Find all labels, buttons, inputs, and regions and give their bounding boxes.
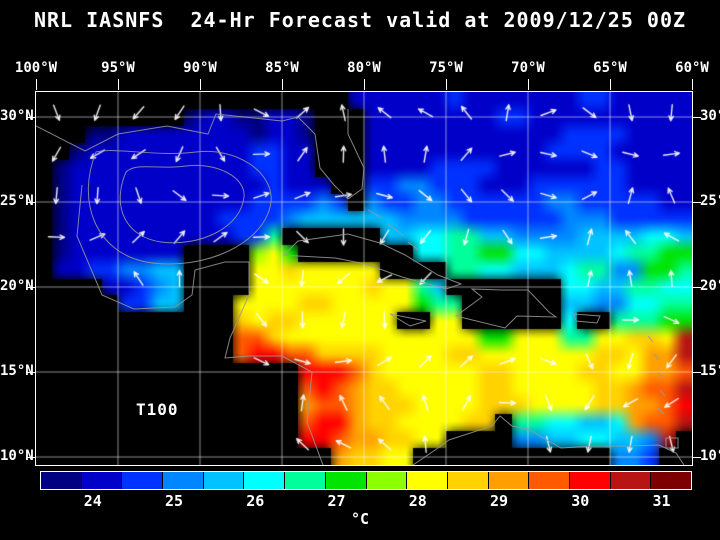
lon-tick [610,79,611,90]
colorbar-segment [366,472,408,489]
lon-label: 75°W [429,60,463,76]
colorbar-segment [285,472,326,489]
colorbar-segment [651,472,691,489]
lat-label-left: 15°N [0,362,34,379]
colorbar-tick-label: 25 [165,492,184,510]
lon-tick [118,79,119,90]
lon-tick [692,79,693,90]
colorbar-tick-label: 26 [246,492,265,510]
colorbar-segment [81,472,123,489]
colorbar-segment [569,472,611,489]
lat-tick-left [27,117,35,119]
colorbar-segment [163,472,204,489]
colorbar-segment [488,472,530,489]
lon-label: 90°W [183,60,217,76]
lon-label: 85°W [265,60,299,76]
lon-tick [446,79,447,90]
lat-tick-right [693,117,701,119]
colorbar-segment [407,472,448,489]
lon-label: 65°W [593,60,627,76]
colorbar [40,471,692,490]
lat-label-left: 30°N [0,108,34,125]
lat-label-right: 30°N [700,108,720,125]
lon-label: 60°W [675,60,709,76]
lat-tick-right [693,456,701,458]
colorbar-segment [203,472,245,489]
lat-label-left: 10°N [0,447,34,464]
lon-label: 80°W [347,60,381,76]
lat-label-right: 10°N [700,447,720,464]
lat-tick-left [27,202,35,204]
lat-tick-left [27,371,35,373]
colorbar-segment [41,472,82,489]
colorbar-unit: °C [350,510,370,528]
lat-label-left: 25°N [0,193,34,210]
lat-label-right: 25°N [700,193,720,210]
depth-label: T100 [136,400,179,419]
colorbar-tick-label: 27 [327,492,346,510]
lat-label-right: 15°N [700,362,720,379]
colorbar-segment [610,472,652,489]
colorbar-segment [529,472,570,489]
lon-tick [364,79,365,90]
lat-tick-right [693,371,701,373]
lat-tick-left [27,456,35,458]
lon-tick [528,79,529,90]
colorbar-tick-label: 29 [490,492,509,510]
lat-tick-right [693,286,701,288]
colorbar-segment [325,472,367,489]
lon-label: 95°W [101,60,135,76]
colorbar-tick-label: 28 [408,492,427,510]
colorbar-tick-label: 31 [652,492,671,510]
lon-tick [282,79,283,90]
colorbar-segment [447,472,489,489]
lat-tick-right [693,202,701,204]
colorbar-segment [244,472,286,489]
colorbar-tick-label: 30 [571,492,590,510]
lon-tick [200,79,201,90]
lat-label-left: 20°N [0,277,34,294]
lon-label: 70°W [511,60,545,76]
page-title: NRL IASNFS 24-Hr Forecast valid at 2009/… [33,8,687,32]
lat-tick-left [27,286,35,288]
lon-tick [36,79,37,90]
colorbar-tick-label: 24 [83,492,102,510]
temperature-field-canvas [36,92,692,465]
colorbar-segment [122,472,164,489]
lat-label-right: 20°N [700,277,720,294]
map-frame: T100 [35,91,693,466]
lon-label: 100°W [14,60,58,76]
